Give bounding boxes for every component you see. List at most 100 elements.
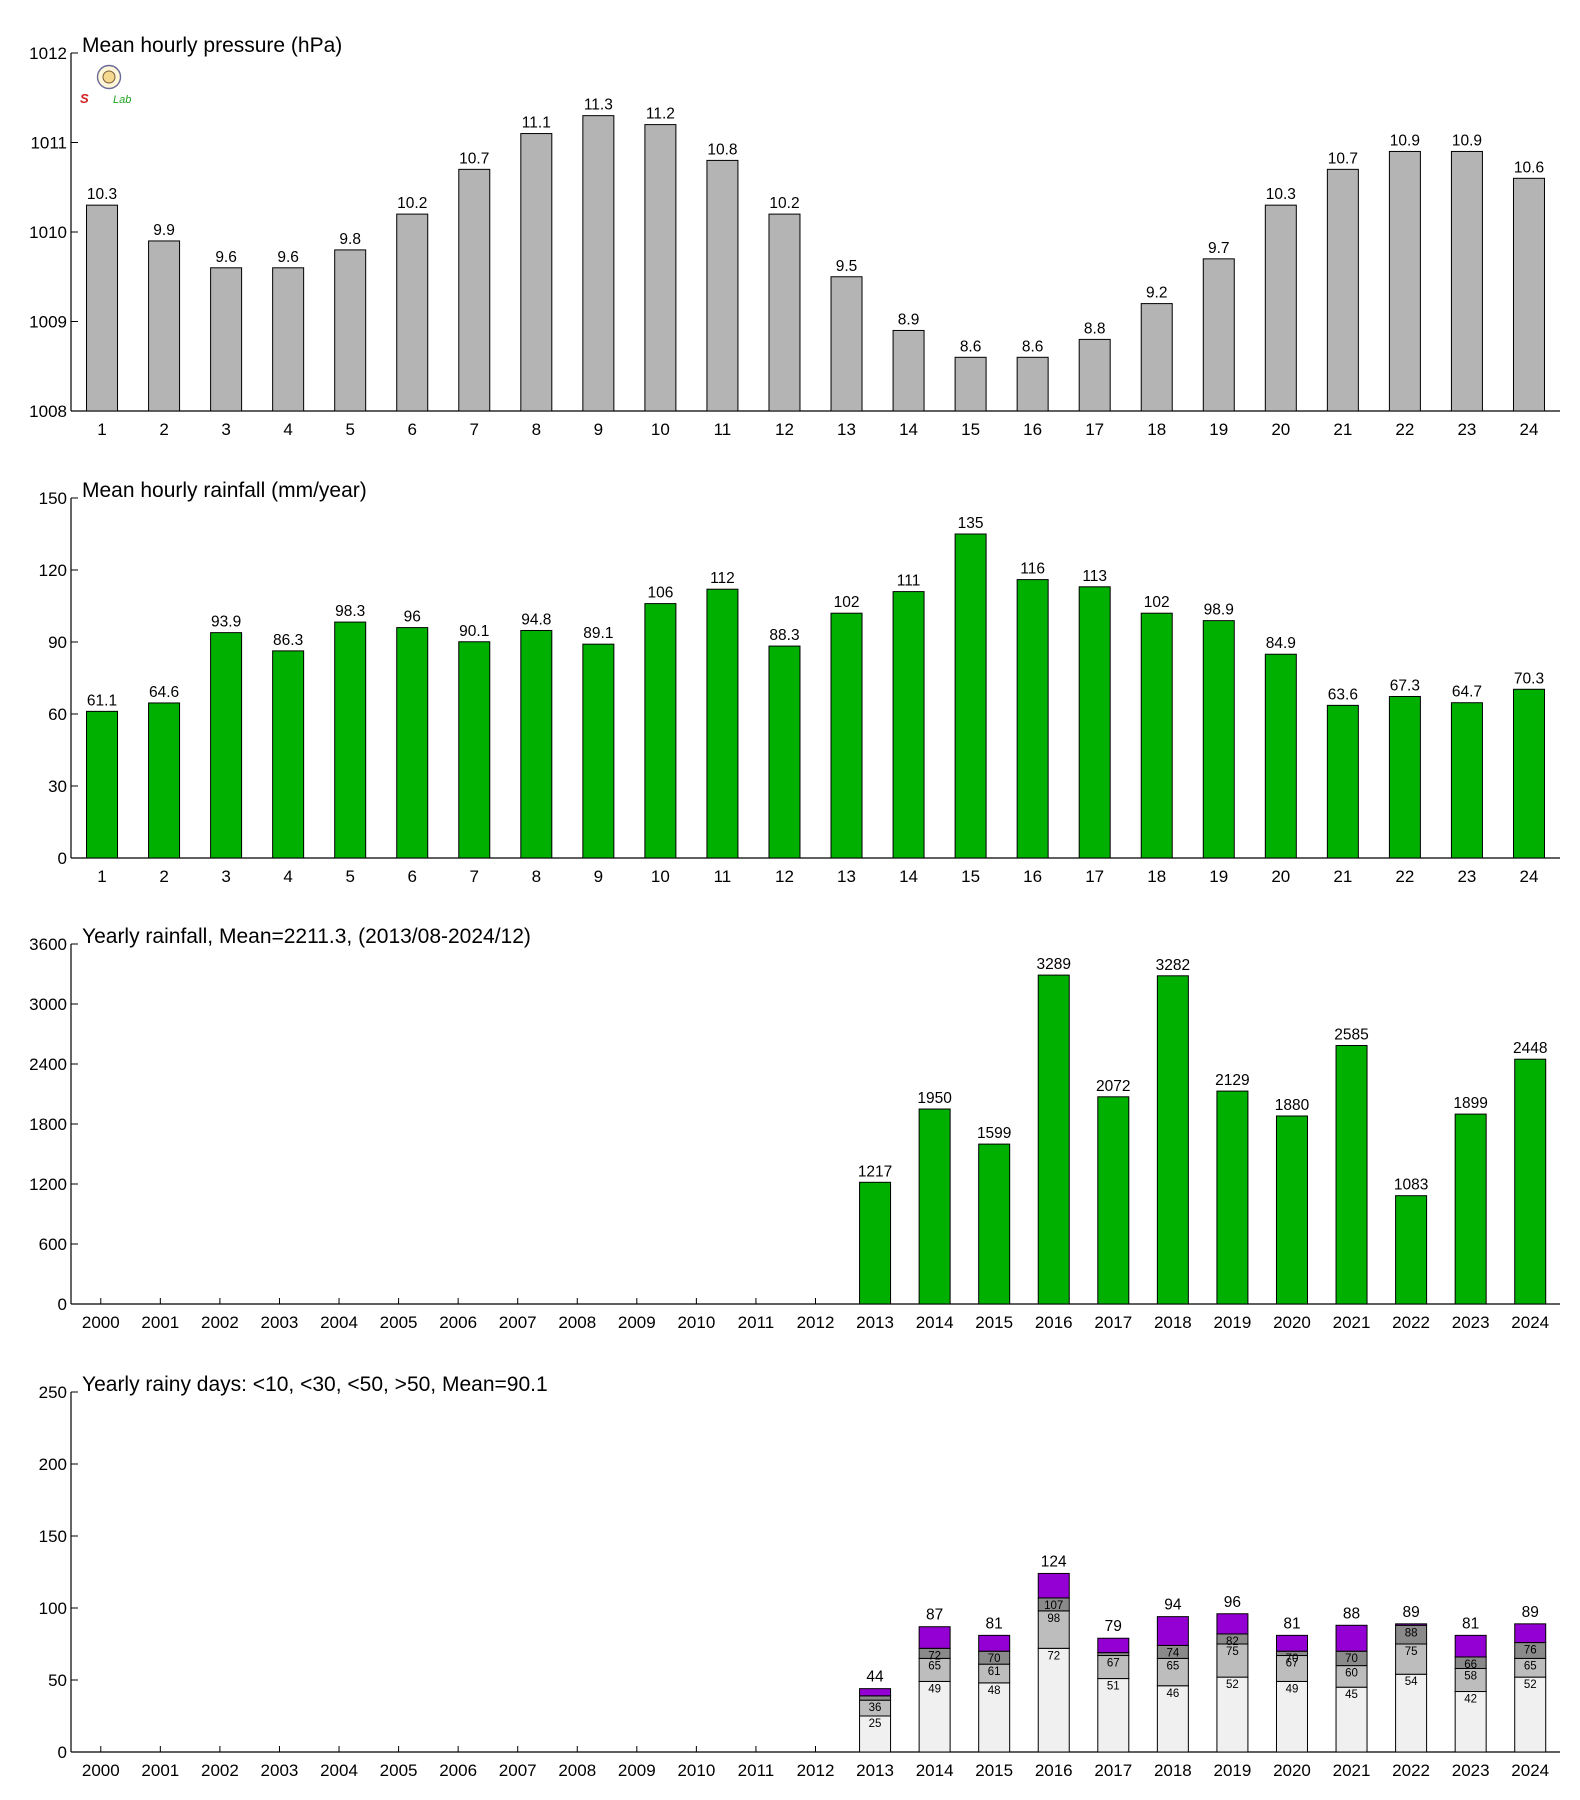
- bar-value-label: 96: [404, 609, 421, 626]
- bar-value-label: 2585: [1334, 1027, 1368, 1044]
- bar-value-label: 88.3: [769, 627, 799, 644]
- bar: [892, 329, 925, 412]
- y-tick-label: 1009: [29, 313, 67, 332]
- bar: [706, 588, 739, 859]
- bar: [830, 276, 863, 412]
- x-tick-label: 2008: [558, 1761, 596, 1780]
- bar: [1264, 204, 1297, 412]
- stacked-segment: [918, 1680, 951, 1753]
- bar: [1016, 356, 1049, 412]
- stacked-segment: [859, 1715, 892, 1753]
- bar-value-label: 64.6: [149, 684, 179, 701]
- bar-value-label: 10.9: [1390, 132, 1420, 149]
- bar-value-label: 3289: [1036, 956, 1070, 973]
- x-tick-label: 13: [837, 867, 856, 886]
- x-tick-label: 23: [1457, 867, 1476, 886]
- stack-total-label: 88: [1343, 1605, 1360, 1622]
- segment-value-label: 58: [1464, 1670, 1477, 1682]
- x-tick-label: 12: [775, 420, 794, 439]
- bar: [918, 1108, 951, 1305]
- bar: [148, 702, 181, 859]
- stacked-segment: [1275, 1655, 1308, 1682]
- bar-value-label: 113: [1082, 568, 1107, 585]
- bar-value-label: 90.1: [459, 623, 489, 640]
- chart-title: Mean hourly pressure (hPa): [82, 34, 342, 57]
- stacked-segment: [1037, 1647, 1070, 1753]
- bar-value-label: 1217: [858, 1163, 892, 1180]
- bar-value-label: 64.7: [1452, 684, 1482, 701]
- x-tick-label: 2023: [1452, 1761, 1490, 1780]
- x-tick-label: 9: [594, 420, 603, 439]
- x-tick-label: 2016: [1035, 1313, 1073, 1332]
- stacked-segment: [1216, 1676, 1249, 1753]
- x-tick-label: 8: [532, 420, 541, 439]
- x-tick-label: 2014: [916, 1313, 954, 1332]
- bar-value-label: 2448: [1513, 1040, 1547, 1057]
- bar-value-label: 10.2: [769, 195, 799, 212]
- x-tick-label: 2017: [1094, 1761, 1132, 1780]
- bar: [1326, 704, 1359, 859]
- stack-total-label: 81: [1462, 1615, 1479, 1632]
- y-tick-label: 200: [39, 1455, 67, 1474]
- segment-value-label: 65: [928, 1660, 941, 1672]
- bar-value-label: 1599: [977, 1125, 1011, 1142]
- x-tick-label: 2017: [1094, 1313, 1132, 1332]
- segment-value-label: 70: [1345, 1653, 1358, 1665]
- bar: [520, 133, 553, 412]
- bar-value-label: 8.6: [1022, 338, 1044, 355]
- bar: [582, 115, 615, 412]
- x-tick-label: 2000: [82, 1313, 120, 1332]
- bar: [978, 1143, 1011, 1305]
- bar-value-label: 1880: [1275, 1097, 1310, 1114]
- stacked-segment: [918, 1626, 951, 1649]
- y-tick-label: 0: [58, 849, 67, 868]
- bar: [1037, 974, 1070, 1305]
- pressure-chart: Mean hourly pressure (hPa)10081009101010…: [29, 34, 1560, 439]
- segment-value-label: 25: [869, 1718, 882, 1730]
- x-tick-label: 1: [97, 420, 106, 439]
- x-tick-label: 2022: [1392, 1313, 1430, 1332]
- bar-value-label: 1950: [917, 1090, 952, 1107]
- x-tick-label: 5: [345, 867, 354, 886]
- x-tick-label: 2010: [677, 1313, 715, 1332]
- segment-value-label: 51: [1107, 1681, 1120, 1693]
- x-tick-label: 2008: [558, 1313, 596, 1332]
- bar-value-label: 102: [834, 594, 860, 611]
- bar: [1335, 1045, 1368, 1305]
- bar: [644, 124, 677, 412]
- yearly-rainfall-chart: Yearly rainfall, Mean=2211.3, (2013/08-2…: [29, 925, 1560, 1332]
- x-tick-label: 14: [899, 420, 918, 439]
- x-tick-label: 2007: [499, 1313, 537, 1332]
- logo-text-right: Lab: [113, 94, 131, 106]
- segment-value-label: 88: [1405, 1627, 1418, 1639]
- bar-value-label: 70.3: [1514, 670, 1544, 687]
- x-tick-label: 13: [837, 420, 856, 439]
- bar: [1202, 620, 1235, 859]
- stack-total-label: 89: [1522, 1604, 1539, 1621]
- chart-title: Yearly rainy days: <10, <30, <50, >50, M…: [82, 1373, 548, 1396]
- segment-value-label: 60: [1345, 1668, 1358, 1680]
- segment-value-label: 70: [988, 1653, 1001, 1665]
- x-tick-label: 2021: [1333, 1761, 1371, 1780]
- x-tick-label: 20: [1271, 420, 1290, 439]
- stacked-segment: [1335, 1624, 1368, 1652]
- x-tick-label: 17: [1085, 867, 1104, 886]
- x-tick-label: 17: [1085, 420, 1104, 439]
- logo-text-left: S: [80, 91, 89, 106]
- bar-value-label: 98.9: [1204, 602, 1234, 619]
- segment-value-label: 98: [1047, 1613, 1060, 1625]
- x-tick-label: 24: [1520, 420, 1539, 439]
- bar-value-label: 10.6: [1514, 159, 1544, 176]
- y-tick-label: 90: [48, 633, 67, 652]
- stacked-segment: [1275, 1634, 1308, 1652]
- x-tick-label: 2006: [439, 1313, 477, 1332]
- bar: [1388, 695, 1421, 859]
- x-tick-label: 22: [1395, 867, 1414, 886]
- bar: [1078, 586, 1111, 859]
- bar-value-label: 10.8: [707, 141, 737, 158]
- x-tick-label: 2024: [1511, 1313, 1549, 1332]
- stacked-segment: [1156, 1616, 1189, 1646]
- bar: [954, 533, 987, 859]
- x-tick-label: 2019: [1214, 1761, 1252, 1780]
- x-tick-label: 21: [1333, 420, 1352, 439]
